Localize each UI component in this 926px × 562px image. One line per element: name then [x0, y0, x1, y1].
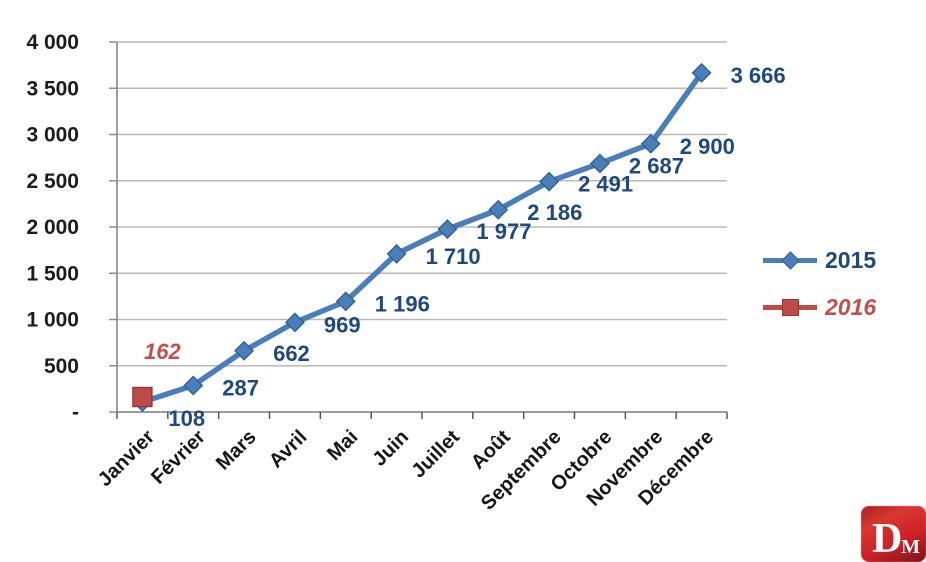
y-axis-label: 3 500 [26, 77, 79, 100]
data-point-2015-novembre [640, 133, 661, 154]
data-label-2015-janvier: 108 [168, 406, 205, 431]
axes: - 500 1 000 1 500 2 000 2 500 3 000 3 500 4 000 [26, 31, 728, 424]
legend-marker-2016-square-icon [763, 298, 817, 316]
x-axis-label-juin: Juin [368, 426, 413, 471]
x-axis-label-juillet: Juillet [408, 426, 465, 483]
legend-marker-2015-diamond-icon [763, 251, 817, 270]
data-label-2015-mai: 1 196 [375, 291, 430, 316]
series-line-2015 [139, 70, 705, 405]
data-point-2015-octobre [589, 153, 610, 174]
data-point-2015-février [183, 375, 204, 396]
data-point-2015-décembre [691, 62, 712, 83]
x-axis-label-janvier: Janvier [94, 426, 159, 491]
data-point-2015-mai [335, 291, 356, 312]
data-label-2015-décembre: 3 666 [731, 63, 786, 88]
data-point-2015-mars [234, 340, 255, 361]
data-label-2015-mars: 662 [273, 341, 310, 366]
data-label-2015-août: 2 186 [527, 200, 582, 225]
logo-letter-m: M [901, 536, 920, 558]
logo-letter-d: D [872, 515, 903, 562]
y-axis-label: 2 500 [26, 170, 79, 193]
x-axis-label-août: Août [467, 426, 515, 474]
data-point-2016-janvier [132, 386, 153, 408]
y-axis-label: 1 000 [26, 309, 79, 332]
legend-label-2016: 2016 [825, 293, 877, 320]
data-point-2015-avril [284, 312, 305, 333]
x-axis-label-avril: Avril [265, 426, 311, 472]
data-point-2015-juillet [437, 219, 458, 240]
data-label-2015-février: 287 [222, 375, 259, 400]
y-axis-label: 500 [44, 355, 79, 378]
data-label-2015-juillet: 1 977 [476, 219, 531, 244]
legend-item-2015: 2015 [763, 244, 876, 276]
y-axis-label: - [72, 401, 79, 424]
data-point-2015-juin [386, 243, 407, 264]
x-axis-label-février: Février [147, 426, 210, 489]
data-label-2015-avril: 969 [324, 312, 361, 337]
data-point-2015-septembre [539, 171, 560, 192]
data-point-2015-août [488, 199, 509, 220]
y-axis-label: 2 000 [26, 216, 79, 239]
x-axis-label-mars: Mars [212, 426, 261, 475]
data-label-2015-octobre: 2 687 [629, 153, 684, 178]
data-label-2016-janvier: 162 [144, 339, 181, 364]
data-label-2015-juin: 1 710 [426, 244, 481, 269]
y-axis-label: 4 000 [26, 31, 79, 54]
gridlines [117, 41, 727, 367]
data-label-2015-septembre: 2 491 [578, 172, 633, 197]
data-label-2015-novembre: 2 900 [680, 134, 735, 159]
series-2016: 162 [132, 339, 182, 408]
y-axis-label: 3 000 [26, 124, 79, 147]
dm-logo: D M [861, 506, 926, 562]
chart-legend: 2015 2016 [763, 244, 876, 338]
y-axis-label: 1 500 [26, 262, 79, 285]
legend-item-2016: 2016 [763, 291, 876, 323]
legend-label-2015: 2015 [825, 246, 877, 273]
x-axis-label-mai: Mai [323, 426, 362, 465]
